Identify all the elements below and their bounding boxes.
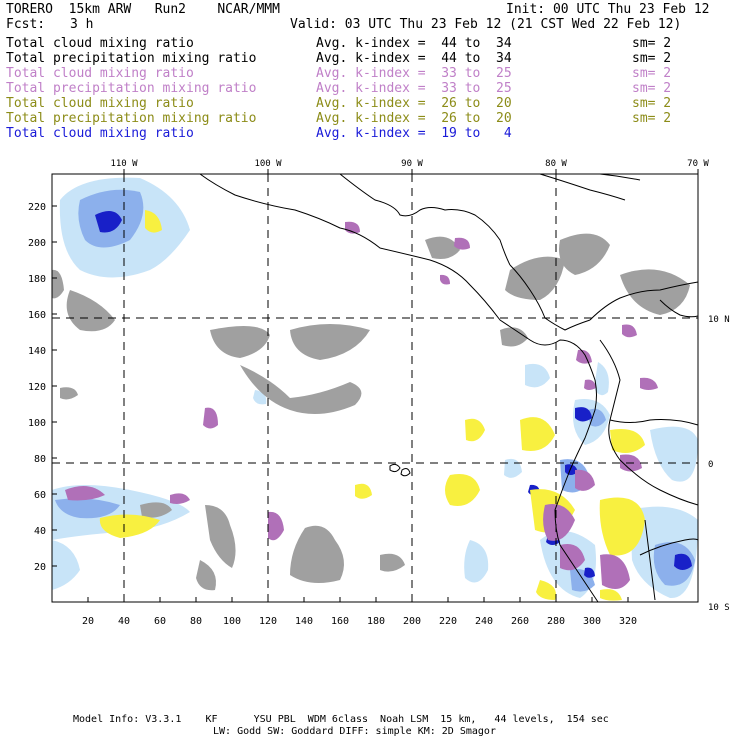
x-tick-label: 140 [295, 616, 313, 627]
x-tick-label: 220 [439, 616, 457, 627]
x-tick-label: 120 [259, 616, 277, 627]
legend-k-index: Avg. k-index = 26 to 20 [316, 111, 512, 126]
forecast-hour: 3 h [70, 17, 94, 32]
x-tick-label: 320 [619, 616, 637, 627]
longitude-label: 70 W [687, 159, 709, 169]
latitude-label: 10 S [708, 603, 730, 613]
forecast-label: Fcst: [6, 17, 46, 32]
gray-cloud [52, 233, 690, 591]
x-axis-labels: 20 40 60 80 100 120 140 160 180 200 220 240 260 280 30… [82, 616, 637, 627]
y-tick-label: 60 [34, 490, 46, 501]
init-time: Init: 00 UTC Thu 23 Feb 12 [506, 2, 710, 17]
lat-lon-grid [52, 174, 698, 602]
valid-time: Valid: 03 UTC Thu 23 Feb 12 (21 CST Wed … [290, 17, 682, 32]
y-tick-label: 180 [28, 274, 46, 285]
legend-smoothing: sm= 2 [632, 51, 672, 66]
y-tick-label: 20 [34, 562, 46, 573]
legend-field: Total cloud mixing ratio [6, 96, 194, 111]
longitude-label: 90 W [401, 159, 423, 169]
x-tick-label: 60 [154, 616, 166, 627]
y-tick-label: 200 [28, 238, 46, 249]
legend-field: Total precipitation mixing ratio [6, 81, 257, 96]
legend-smoothing: sm= 2 [632, 36, 672, 51]
legend-k-index: Avg. k-index = 44 to 34 [316, 36, 512, 51]
x-tick-label: 240 [475, 616, 493, 627]
y-tick-label: 160 [28, 310, 46, 321]
y-axis-labels: 20 40 60 80 100 120 140 160 180 200 220 [28, 202, 46, 573]
legend-k-index: Avg. k-index = 26 to 20 [316, 96, 512, 111]
legend-field: Total precipitation mixing ratio [6, 111, 257, 126]
x-tick-label: 280 [547, 616, 565, 627]
legend-smoothing: sm= 2 [632, 111, 672, 126]
y-tick-label: 100 [28, 418, 46, 429]
legend-field: Total cloud mixing ratio [6, 66, 194, 81]
longitude-label: 80 W [545, 159, 567, 169]
x-tick-label: 40 [118, 616, 130, 627]
latitude-label: 10 N [708, 315, 730, 325]
longitude-label: 100 W [254, 159, 282, 169]
x-tick-label: 80 [190, 616, 202, 627]
legend-field: Total cloud mixing ratio [6, 126, 194, 141]
field-shading [52, 177, 698, 601]
y-tick-label: 120 [28, 382, 46, 393]
latitude-label: 0 [708, 460, 713, 470]
model-title: TORERO 15km ARW Run2 NCAR/MMM [6, 2, 280, 17]
y-tick-label: 220 [28, 202, 46, 213]
model-info-line2: LW: Godd SW: Goddard DIFF: simple KM: 2D… [213, 726, 496, 737]
legend-k-index: Avg. k-index = 44 to 34 [316, 51, 512, 66]
latitude-labels: 10 N 0 10 S [708, 315, 730, 613]
x-tick-label: 180 [367, 616, 385, 627]
x-tick-label: 100 [223, 616, 241, 627]
purple-precip [65, 221, 658, 589]
legend-field: Total cloud mixing ratio [6, 36, 194, 51]
x-tick-label: 300 [583, 616, 601, 627]
legend-field: Total precipitation mixing ratio [6, 51, 257, 66]
model-info-line1: Model Info: V3.3.1 KF YSU PBL WDM 6class… [73, 714, 609, 725]
plot-frame [51, 173, 699, 603]
legend-k-index: Avg. k-index = 19 to 4 [316, 126, 512, 141]
legend-k-index: Avg. k-index = 33 to 25 [316, 81, 512, 96]
y-tick-label: 40 [34, 526, 46, 537]
y-tick-label: 80 [34, 454, 46, 465]
legend-k-index: Avg. k-index = 33 to 25 [316, 66, 512, 81]
x-tick-label: 160 [331, 616, 349, 627]
x-tick-label: 20 [82, 616, 94, 627]
x-tick-label: 200 [403, 616, 421, 627]
legend-smoothing: sm= 2 [632, 66, 672, 81]
legend-smoothing: sm= 2 [632, 81, 672, 96]
x-tick-label: 260 [511, 616, 529, 627]
axis-ticks [52, 169, 699, 602]
legend-smoothing: sm= 2 [632, 96, 672, 111]
longitude-label: 110 W [110, 159, 138, 169]
longitude-labels: 110 W 100 W 90 W 80 W 70 W [110, 159, 709, 169]
y-tick-label: 140 [28, 346, 46, 357]
